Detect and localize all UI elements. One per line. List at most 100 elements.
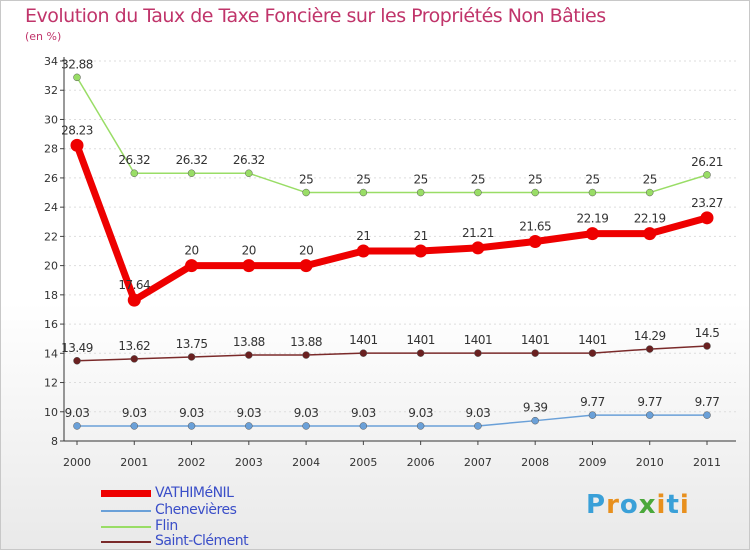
data-point [185,259,199,273]
legend-swatch [101,541,151,543]
data-point [528,235,542,248]
data-label: 9.77 [580,395,605,409]
x-tick-label: 2000 [63,456,91,469]
data-label: 9.03 [65,406,90,420]
data-label: 9.77 [695,395,720,409]
data-point [299,259,313,273]
data-label: 1401 [349,333,378,347]
data-label: 9.03 [466,406,491,420]
chart-unit-label: (en %) [25,30,62,43]
x-tick-label: 2004 [292,456,320,469]
legend-swatch [101,526,151,528]
data-label: 9.03 [122,406,147,420]
data-label: 25 [299,173,313,187]
data-point [245,422,253,430]
data-point [187,169,196,177]
series-line-VATHIMéNIL [73,144,708,304]
data-point [531,349,539,357]
logo-letter: P [586,490,607,520]
legend-label: Chenevières [155,502,237,518]
data-label: 26.32 [176,153,208,167]
x-tick-label: 2010 [636,456,664,469]
data-label: 26.32 [118,153,150,167]
y-tick-label: 8 [51,435,58,448]
data-point [359,349,368,357]
x-tick-label: 2006 [407,456,435,469]
data-label: 9.03 [408,406,433,420]
data-label: 20 [184,244,198,258]
data-point [302,351,310,359]
logo-letter: x [638,490,657,520]
data-point [302,188,310,197]
data-label: 25 [413,173,427,187]
series-line-Chenevières [77,414,707,427]
x-tick-label: 2008 [521,456,549,469]
data-point [588,188,597,197]
data-label: 9.03 [179,406,204,420]
y-tick-label: 24 [44,201,58,214]
data-point [130,169,139,177]
data-point [73,357,81,365]
legend-label: VATHIMéNIL [155,485,234,501]
data-label: 21.65 [519,220,551,234]
data-point [242,259,256,273]
y-tick-label: 10 [44,406,58,419]
x-tick-label: 2011 [693,456,721,469]
y-tick-label: 16 [44,318,58,331]
legend-label: Flin [155,518,178,534]
data-label: 13.62 [118,339,150,353]
data-point [416,349,425,357]
data-point [414,244,428,258]
logo-letter: o [619,490,639,520]
x-tick-label: 2003 [235,456,263,469]
legend-label: Saint-Clément [155,533,249,549]
data-point [474,188,482,197]
y-tick-label: 14 [44,347,58,360]
logo-letter: t [666,490,680,520]
data-label: 9.03 [351,406,376,420]
data-point [700,211,714,225]
data-label: 26.32 [233,153,265,167]
data-label: 21 [413,229,427,243]
x-tick-label: 2002 [178,456,206,469]
data-label: 17.64 [118,278,150,292]
data-point [703,411,711,419]
proxiti-logo: Proxiti [586,490,690,520]
data-point [531,188,539,197]
data-point [187,353,196,361]
data-label: 25 [356,173,370,187]
data-point [130,355,139,363]
data-point [70,138,84,152]
data-point [73,422,81,430]
y-tick-label: 30 [44,113,58,126]
data-label: 28.23 [61,123,93,137]
data-point [588,411,597,419]
data-label: 25 [528,173,542,187]
logo-letter: i [656,490,667,520]
legend-swatch [101,490,151,497]
data-point [471,241,485,255]
data-point [302,422,310,430]
x-tick-label: 2009 [578,456,606,469]
data-label: 1401 [464,333,493,347]
series-line-Saint-Clément [76,345,708,362]
data-label: 9.39 [523,401,548,415]
data-label: 20 [242,244,256,258]
data-point [588,349,597,357]
data-label: 13.49 [61,341,93,355]
y-tick-label: 22 [44,230,58,243]
data-point [359,188,368,197]
data-label: 13.88 [290,335,322,349]
data-label: 9.03 [236,406,261,420]
data-point [130,422,139,430]
y-tick-label: 26 [44,172,58,185]
data-label: 25 [643,173,657,187]
y-tick-label: 32 [44,84,58,97]
data-point [703,342,711,350]
data-point [73,73,81,82]
data-point [474,422,482,430]
y-tick-label: 18 [44,289,58,302]
data-label: 1401 [578,333,607,347]
data-point [645,345,654,353]
